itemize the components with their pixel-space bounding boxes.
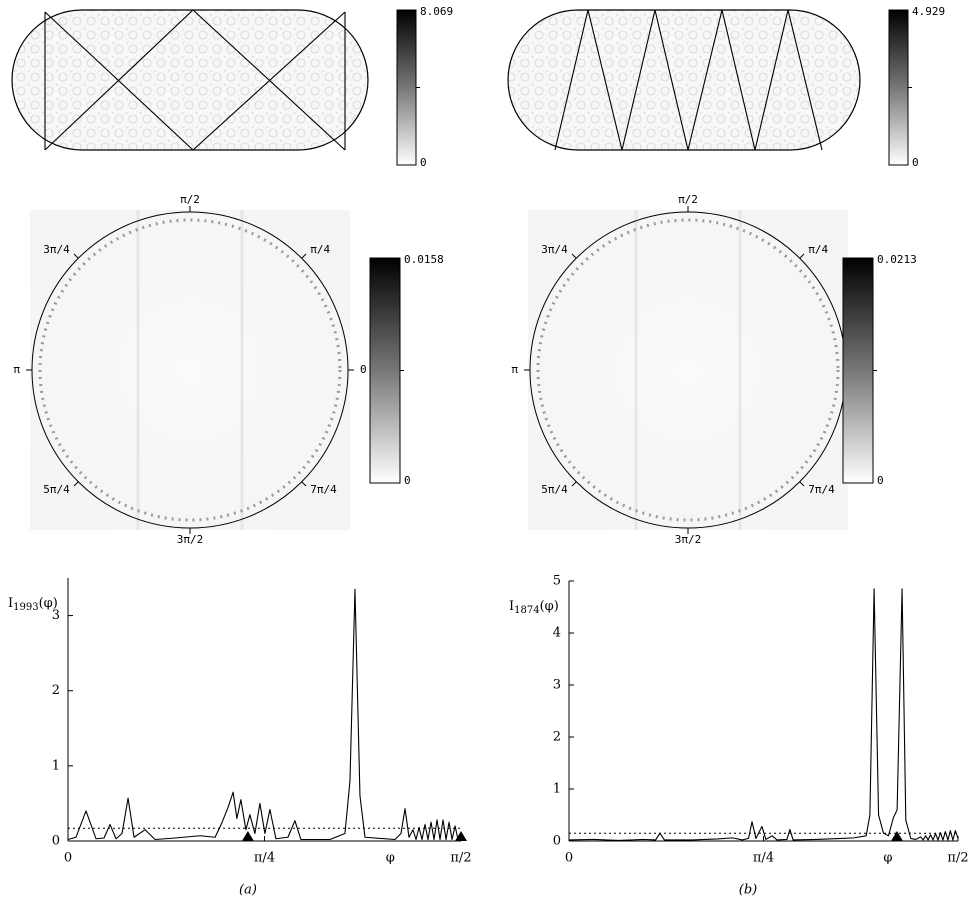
polar-label: 7π/4	[310, 483, 337, 496]
polar-label: π/2	[180, 193, 200, 206]
polar-tick	[301, 481, 307, 487]
marker-triangle	[455, 831, 467, 841]
curve	[67, 588, 462, 841]
colorbar	[369, 257, 401, 484]
polar-label: 5π/4	[43, 483, 70, 496]
polar-label: 3π/4	[541, 243, 568, 256]
colorbar-min-label: 0	[420, 156, 427, 169]
orbit	[44, 9, 346, 151]
x-tick-label: 0	[565, 851, 573, 866]
husimi-ring	[38, 218, 342, 522]
x-tick-label: 0	[64, 851, 72, 866]
x-axis-label: φ	[386, 851, 395, 866]
orbit	[554, 9, 823, 151]
curve	[568, 588, 959, 842]
y-tick-label: 3	[52, 608, 60, 623]
y-tick-label: 0	[553, 834, 561, 849]
colorbar-max-label: 4.929	[912, 5, 945, 18]
polar-label: π	[511, 363, 518, 376]
y-label-part: (φ)	[540, 599, 559, 614]
colorbar	[396, 9, 417, 166]
polar-tick	[799, 481, 805, 487]
y-tick-label: 1	[52, 758, 60, 773]
polar-tick	[301, 253, 307, 259]
y-tick-label: 2	[553, 730, 561, 745]
stadium	[11, 9, 369, 151]
polar-label: 3π/4	[43, 243, 70, 256]
polar-label: 3π/2	[177, 533, 204, 546]
polar-label: 3π/2	[675, 533, 702, 546]
y-label-part: I	[8, 596, 13, 611]
husimi-ring	[536, 218, 840, 522]
panel-label: (b)	[739, 883, 757, 898]
y-axis-label: I1993(φ)	[8, 596, 58, 613]
polar-label: π	[13, 363, 20, 376]
y-label-part: 1993	[13, 602, 38, 613]
y-tick-label: 4	[553, 626, 561, 641]
polar-tick	[571, 253, 577, 259]
colorbar-max-label: 0.0158	[404, 253, 444, 266]
polar-tick	[73, 481, 79, 487]
colorbar-max-label: 0.0213	[877, 253, 917, 266]
x-axis-label: φ	[883, 851, 892, 866]
y-label-part: 1874	[514, 605, 539, 616]
colorbar	[842, 257, 874, 484]
polar-tick	[73, 253, 79, 259]
orbit	[44, 11, 346, 151]
y-axis-label: I1874(φ)	[509, 599, 559, 616]
y-tick-label: 5	[553, 574, 561, 589]
colorbar-min-label: 0	[912, 156, 919, 169]
polar-label: π/4	[808, 243, 828, 256]
x-tick-label: π/2	[450, 851, 471, 866]
y-label-part: (φ)	[39, 596, 58, 611]
y-tick-label: 2	[52, 683, 60, 698]
polar-label: π/4	[310, 243, 330, 256]
y-tick-label: 0	[52, 834, 60, 849]
polar-label: 0	[360, 363, 367, 376]
polar-tick	[571, 481, 577, 487]
polar-label: π/2	[678, 193, 698, 206]
x-tick-label: π/2	[947, 851, 968, 866]
polar-label: 5π/4	[541, 483, 568, 496]
colorbar-min-label: 0	[877, 474, 884, 487]
polar-tick	[799, 253, 805, 259]
marker-triangle	[891, 831, 904, 841]
y-tick-label: 3	[553, 678, 561, 693]
colorbar-max-label: 8.069	[420, 5, 453, 18]
marker-triangle	[241, 831, 254, 841]
stadium	[507, 9, 861, 151]
polar-label: 7π/4	[808, 483, 835, 496]
colorbar	[888, 9, 909, 166]
y-tick-label: 1	[553, 782, 561, 797]
x-tick-label: π/4	[254, 851, 275, 866]
x-tick-label: π/4	[753, 851, 774, 866]
panel-label: (a)	[239, 883, 257, 898]
colorbar-min-label: 0	[404, 474, 411, 487]
y-label-part: I	[509, 599, 514, 614]
